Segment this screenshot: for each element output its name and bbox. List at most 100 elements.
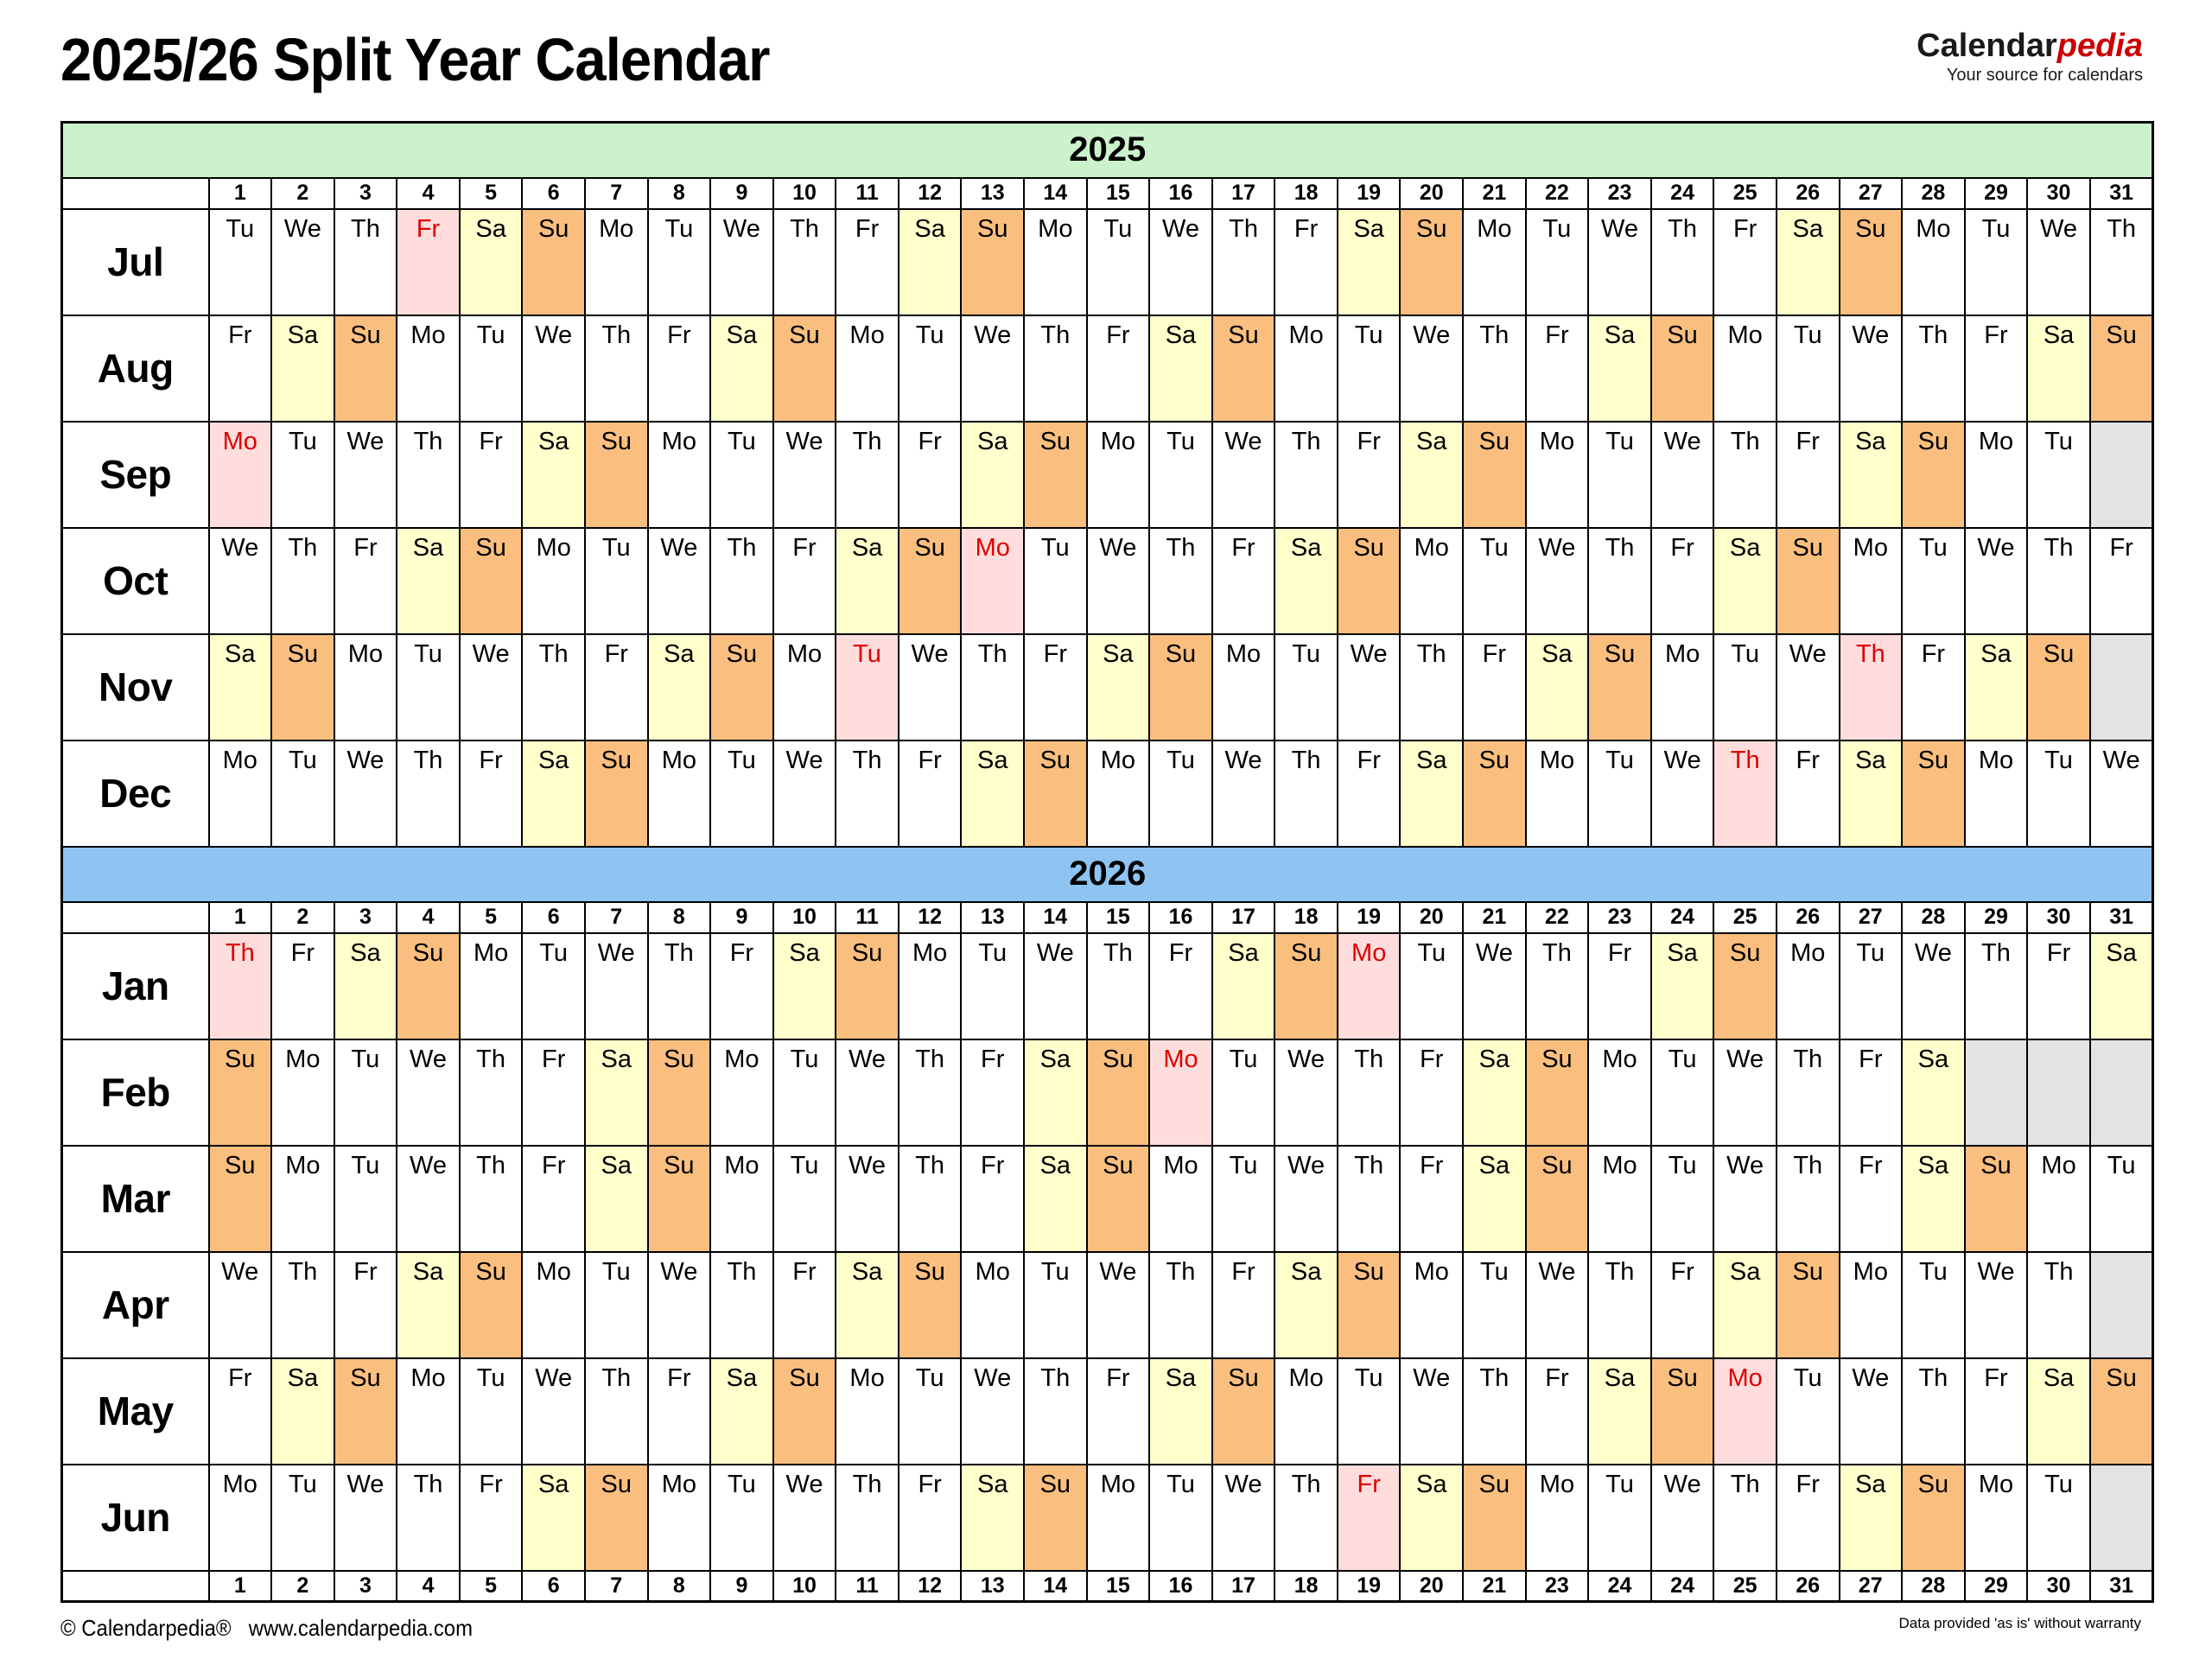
day-cell[interactable]: Th xyxy=(835,420,899,529)
day-cell[interactable]: Fr xyxy=(1775,420,1840,529)
day-cell[interactable]: Su xyxy=(207,1144,273,1253)
day-cell[interactable]: Fr xyxy=(521,1038,586,1147)
day-cell[interactable]: Th xyxy=(1587,526,1652,635)
day-cell[interactable]: Mo xyxy=(1274,1357,1338,1465)
day-cell[interactable]: Mo xyxy=(1838,1250,1904,1359)
day-cell[interactable]: We xyxy=(333,1463,398,1572)
day-cell[interactable]: Tu xyxy=(1023,526,1088,635)
day-cell[interactable]: We xyxy=(960,314,1026,423)
day-cell[interactable]: Mo xyxy=(646,739,712,848)
day-cell[interactable]: Mo xyxy=(270,1038,335,1147)
day-cell[interactable]: Tu xyxy=(1587,420,1652,529)
day-cell[interactable]: We xyxy=(1901,931,1966,1040)
day-cell[interactable]: We xyxy=(1211,739,1276,848)
day-cell[interactable]: Sa xyxy=(1399,739,1465,848)
day-cell[interactable]: Mo xyxy=(207,420,273,529)
day-cell[interactable]: Tu xyxy=(960,931,1026,1040)
day-cell[interactable]: Th xyxy=(1901,314,1966,423)
day-cell[interactable]: Fr xyxy=(1023,632,1088,741)
day-cell[interactable]: Th xyxy=(207,931,273,1040)
day-cell[interactable]: Su xyxy=(1775,526,1840,635)
day-cell[interactable]: Fr xyxy=(396,207,461,316)
day-cell[interactable]: Tu xyxy=(1649,1038,1715,1147)
day-cell[interactable]: Su xyxy=(772,314,837,423)
day-cell[interactable]: Su xyxy=(1336,1250,1402,1359)
day-cell[interactable]: Th xyxy=(458,1038,524,1147)
day-cell[interactable]: Th xyxy=(521,632,586,741)
day-cell[interactable]: We xyxy=(1838,314,1904,423)
day-cell[interactable]: Fr xyxy=(1462,632,1527,741)
day-cell[interactable]: Sa xyxy=(583,1038,649,1147)
day-cell[interactable]: Sa xyxy=(2026,1357,2091,1465)
day-cell[interactable]: We xyxy=(458,632,524,741)
day-cell[interactable]: Sa xyxy=(1399,420,1465,529)
day-cell[interactable]: We xyxy=(1399,314,1465,423)
day-cell[interactable]: Th xyxy=(1713,739,1777,848)
day-cell[interactable]: Su xyxy=(1524,1144,1590,1253)
day-cell[interactable]: Sa xyxy=(960,739,1026,848)
day-cell[interactable]: Mo xyxy=(1713,1357,1777,1465)
day-cell[interactable]: Su xyxy=(1838,207,1904,316)
day-cell[interactable]: Th xyxy=(583,1357,649,1465)
day-cell[interactable]: Tu xyxy=(458,1357,524,1465)
day-cell[interactable]: Mo xyxy=(1148,1144,1213,1253)
day-cell[interactable]: Th xyxy=(835,1463,899,1572)
day-cell[interactable]: Th xyxy=(709,526,774,635)
day-cell[interactable]: Mo xyxy=(1023,207,1088,316)
day-cell[interactable]: Tu xyxy=(521,931,586,1040)
day-cell[interactable]: Fr xyxy=(458,739,524,848)
day-cell[interactable]: We xyxy=(1963,526,2029,635)
day-cell[interactable]: We xyxy=(835,1144,899,1253)
day-cell[interactable]: Mo xyxy=(772,632,837,741)
day-cell[interactable]: Fr xyxy=(897,739,963,848)
day-cell[interactable]: Fr xyxy=(207,314,273,423)
day-cell[interactable]: Mo xyxy=(1587,1144,1652,1253)
day-cell[interactable]: Su xyxy=(1462,420,1527,529)
day-cell[interactable]: Su xyxy=(1649,314,1715,423)
day-cell[interactable]: Tu xyxy=(1211,1038,1276,1147)
day-cell[interactable]: Tu xyxy=(897,314,963,423)
day-cell[interactable]: Sa xyxy=(1901,1144,1966,1253)
day-cell[interactable]: Sa xyxy=(709,314,774,423)
day-cell[interactable]: Su xyxy=(1901,420,1966,529)
day-cell[interactable]: Su xyxy=(1775,1250,1840,1359)
day-cell[interactable]: Fr xyxy=(960,1144,1026,1253)
day-cell[interactable]: Th xyxy=(396,1463,461,1572)
day-cell[interactable]: Th xyxy=(270,526,335,635)
day-cell[interactable]: Sa xyxy=(1963,632,2029,741)
day-cell[interactable]: Mo xyxy=(521,1250,586,1359)
day-cell[interactable]: Tu xyxy=(2026,420,2091,529)
day-cell[interactable]: Sa xyxy=(835,526,899,635)
day-cell[interactable]: Su xyxy=(709,632,774,741)
day-cell[interactable]: Th xyxy=(1336,1038,1402,1147)
day-cell[interactable]: Fr xyxy=(646,1357,712,1465)
day-cell[interactable]: Th xyxy=(897,1038,963,1147)
day-cell[interactable]: Sa xyxy=(1274,526,1338,635)
day-cell[interactable]: Sa xyxy=(709,1357,774,1465)
day-cell[interactable]: Mo xyxy=(1838,526,1904,635)
day-cell[interactable]: Sa xyxy=(1462,1038,1527,1147)
day-cell[interactable]: Mo xyxy=(1211,632,1276,741)
day-cell[interactable]: Th xyxy=(1713,1463,1777,1572)
day-cell[interactable]: Tu xyxy=(1963,207,2029,316)
day-cell[interactable]: Mo xyxy=(1963,739,2029,848)
day-cell[interactable]: Tu xyxy=(1649,1144,1715,1253)
day-cell[interactable]: Su xyxy=(1023,1463,1088,1572)
day-cell[interactable]: We xyxy=(2026,207,2091,316)
day-cell[interactable]: Mo xyxy=(1085,739,1151,848)
day-cell[interactable]: Th xyxy=(835,739,899,848)
day-cell[interactable]: Su xyxy=(521,207,586,316)
day-cell[interactable]: Tu xyxy=(270,739,335,848)
day-cell[interactable]: Mo xyxy=(709,1144,774,1253)
day-cell[interactable]: We xyxy=(1274,1038,1338,1147)
day-cell[interactable]: Sa xyxy=(1587,1357,1652,1465)
day-cell[interactable]: Mo xyxy=(835,1357,899,1465)
day-cell[interactable]: Su xyxy=(333,1357,398,1465)
day-cell[interactable]: Tu xyxy=(333,1038,398,1147)
day-cell[interactable]: We xyxy=(1775,632,1840,741)
day-cell[interactable]: Tu xyxy=(1901,1250,1966,1359)
day-cell[interactable]: Mo xyxy=(521,526,586,635)
day-cell[interactable]: Fr xyxy=(333,526,398,635)
day-cell[interactable]: Fr xyxy=(1838,1144,1904,1253)
day-cell[interactable]: Su xyxy=(646,1144,712,1253)
